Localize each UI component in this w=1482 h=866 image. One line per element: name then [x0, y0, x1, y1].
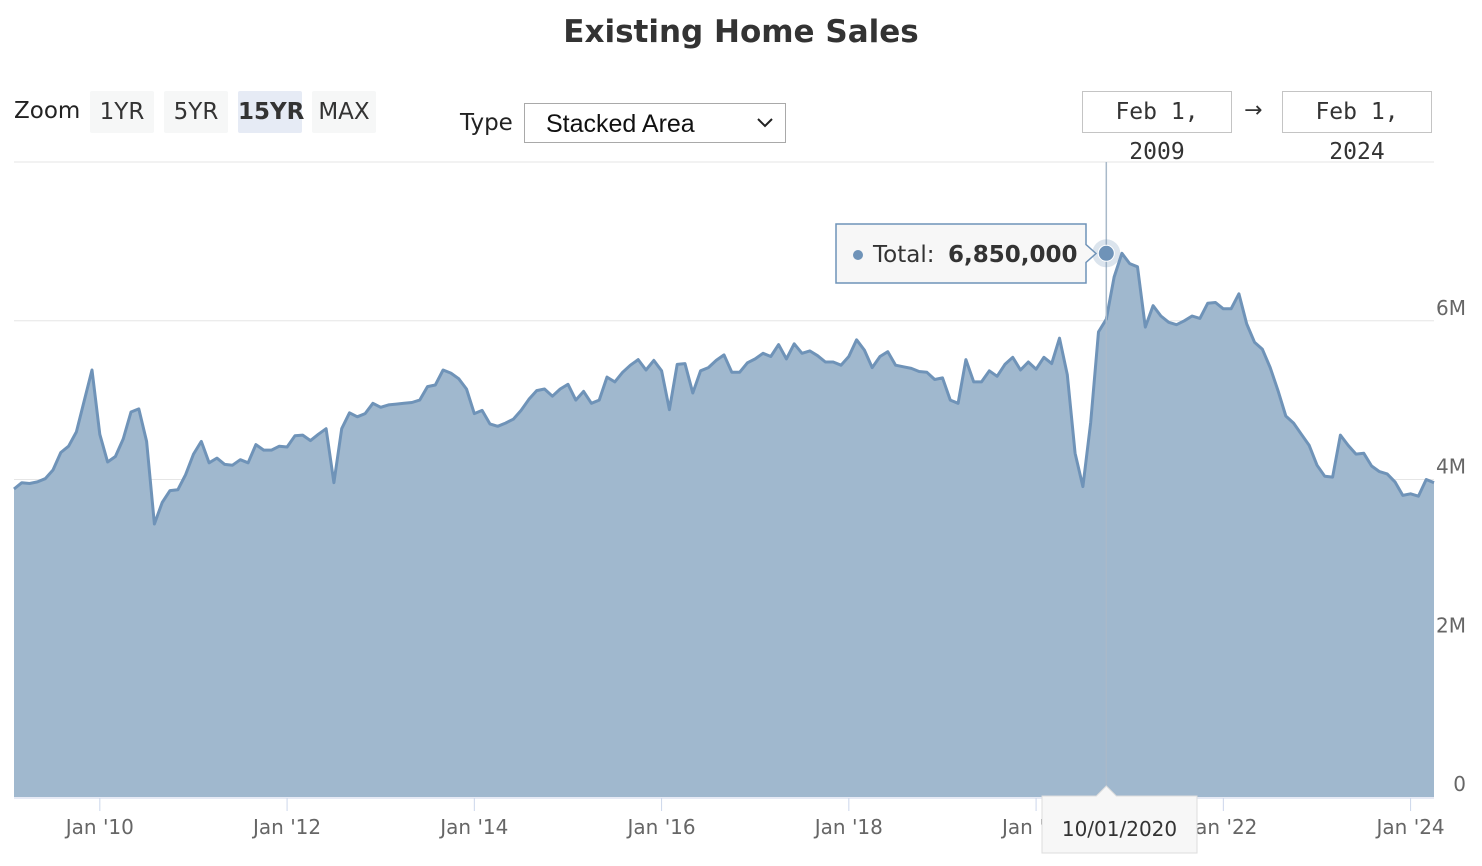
y-tick-label: 4M [1436, 455, 1466, 479]
start-date-input[interactable]: Feb 1, 2009 [1082, 91, 1232, 165]
series-total-area [14, 253, 1434, 798]
date-flag-label: 10/01/2020 [1062, 817, 1177, 841]
x-tick-label: Jan '16 [626, 815, 696, 839]
series-total-line [13, 251, 1435, 526]
x-tick-label: Jan '12 [251, 815, 321, 839]
type-label: Type [460, 110, 513, 136]
tooltip-value: 6,850,000 [948, 242, 1078, 268]
chevron-down-icon [757, 118, 773, 128]
y-tick-label: 6M [1436, 296, 1466, 320]
zoom-15yr-button[interactable]: 15YR [238, 91, 304, 133]
chart-type-value: Stacked Area [546, 110, 695, 138]
zoom-1yr-button[interactable]: 1YR [90, 91, 154, 133]
tooltip-box [835, 223, 1098, 284]
tooltip-label: Total: [872, 242, 934, 268]
y-tick-label: 0 [1453, 772, 1466, 796]
end-date-input[interactable]: Feb 1, 2024 [1282, 91, 1432, 165]
zoom-5yr-button[interactable]: 5YR [164, 91, 228, 133]
chart-type-select[interactable]: Stacked Area [524, 103, 786, 143]
y-tick-label: 2M [1436, 613, 1466, 637]
x-tick-label: Jan '10 [64, 815, 134, 839]
date-flag [1041, 785, 1198, 854]
chart-title: Existing Home Sales [563, 14, 919, 50]
zoom-label: Zoom [14, 98, 81, 124]
date-range-arrow: → [1244, 98, 1263, 123]
zoom-max-button[interactable]: MAX [312, 91, 376, 133]
x-tick-label: Jan '18 [813, 815, 883, 839]
x-tick-label: Jan '24 [1375, 815, 1445, 839]
x-tick-label: Jan '14 [438, 815, 508, 839]
tooltip-series-marker [853, 250, 863, 260]
x-tick-label: Jan '22 [1187, 815, 1257, 839]
hover-point [1097, 244, 1115, 262]
